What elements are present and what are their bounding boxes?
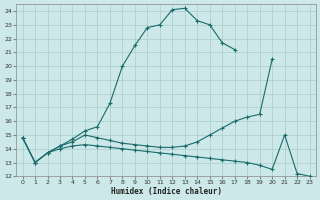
X-axis label: Humidex (Indice chaleur): Humidex (Indice chaleur) [111, 187, 221, 196]
